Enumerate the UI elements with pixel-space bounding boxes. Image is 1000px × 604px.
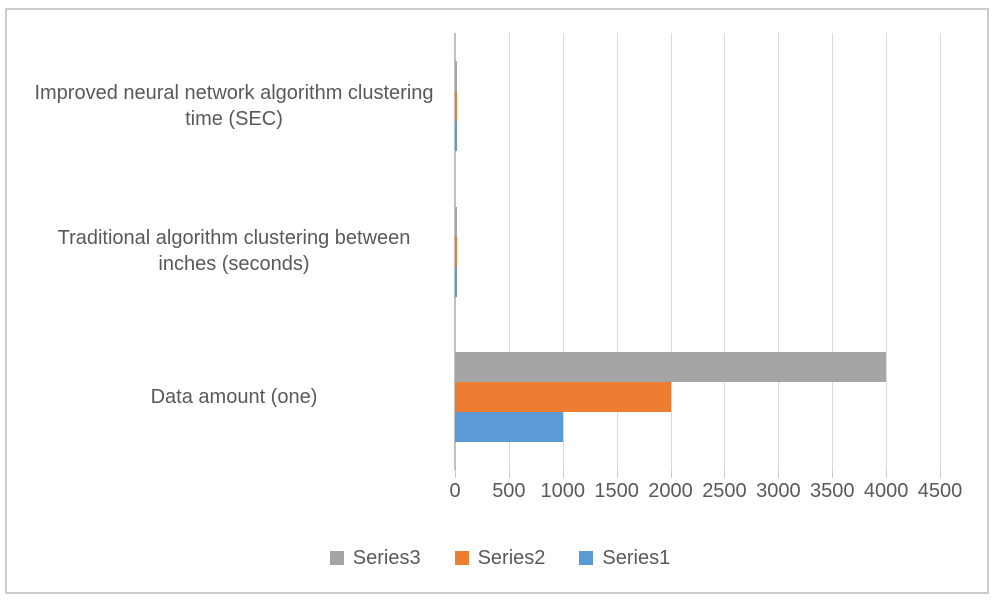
x-tick-label: 1000 — [540, 480, 586, 502]
legend-item-series3: Series3 — [329, 547, 421, 569]
category-label-improved: Improved neural network algorithm cluste… — [34, 82, 434, 130]
axis-tick — [508, 470, 510, 478]
gridline — [562, 33, 564, 470]
series1-bar — [455, 412, 563, 443]
x-tick-label: 2000 — [648, 480, 693, 502]
gridline — [616, 33, 618, 470]
x-tick-label: 0 — [449, 480, 461, 502]
axis-tick — [562, 470, 564, 478]
gridline — [670, 33, 672, 470]
x-tick-label: 2500 — [702, 480, 747, 502]
legend-item-series1: Series1 — [579, 547, 670, 569]
gridline — [508, 33, 510, 470]
x-tick-label: 3000 — [756, 480, 801, 502]
series3-bar — [455, 352, 887, 383]
series2-bar — [455, 90, 457, 121]
axis-tick — [616, 470, 618, 478]
legend: Series3 Series2 Series1 — [0, 545, 1000, 571]
axis-tick — [455, 470, 456, 478]
gridline — [724, 33, 726, 470]
x-tick-label: 4000 — [863, 480, 909, 502]
series2-swatch-icon — [454, 551, 469, 565]
series1-bar — [455, 266, 458, 297]
series2-bar — [455, 236, 458, 267]
gridline — [778, 33, 780, 470]
x-tick-label: 1500 — [594, 480, 639, 502]
x-tick-label: 3500 — [809, 480, 855, 502]
legend-label: Series3 — [352, 547, 421, 569]
gridline — [832, 33, 834, 470]
axis-tick — [886, 470, 888, 478]
legend-label: Series1 — [602, 547, 671, 569]
axis-tick — [832, 470, 834, 478]
series1-swatch-icon — [579, 551, 594, 565]
axis-tick — [778, 470, 780, 478]
x-tick-label: 500 — [492, 480, 526, 502]
category-label-data-amount: Data amount (one) — [150, 386, 318, 408]
x-tick-label: 4500 — [917, 480, 963, 502]
axis-tick — [724, 470, 726, 478]
category-label-traditional: Traditional algorithm clustering between… — [57, 227, 411, 275]
axis-tick — [670, 470, 672, 478]
series3-swatch-icon — [329, 551, 344, 565]
legend-item-series2: Series2 — [454, 547, 546, 569]
legend-label: Series2 — [477, 547, 546, 569]
gridline — [886, 33, 888, 470]
series1-bar — [455, 120, 457, 151]
plot-area — [454, 33, 941, 478]
axis-tick — [940, 470, 941, 478]
figure-border — [5, 8, 989, 594]
series3-bar — [455, 60, 457, 91]
gridline — [940, 33, 941, 470]
series2-bar — [455, 382, 671, 413]
series3-bar — [455, 206, 458, 237]
